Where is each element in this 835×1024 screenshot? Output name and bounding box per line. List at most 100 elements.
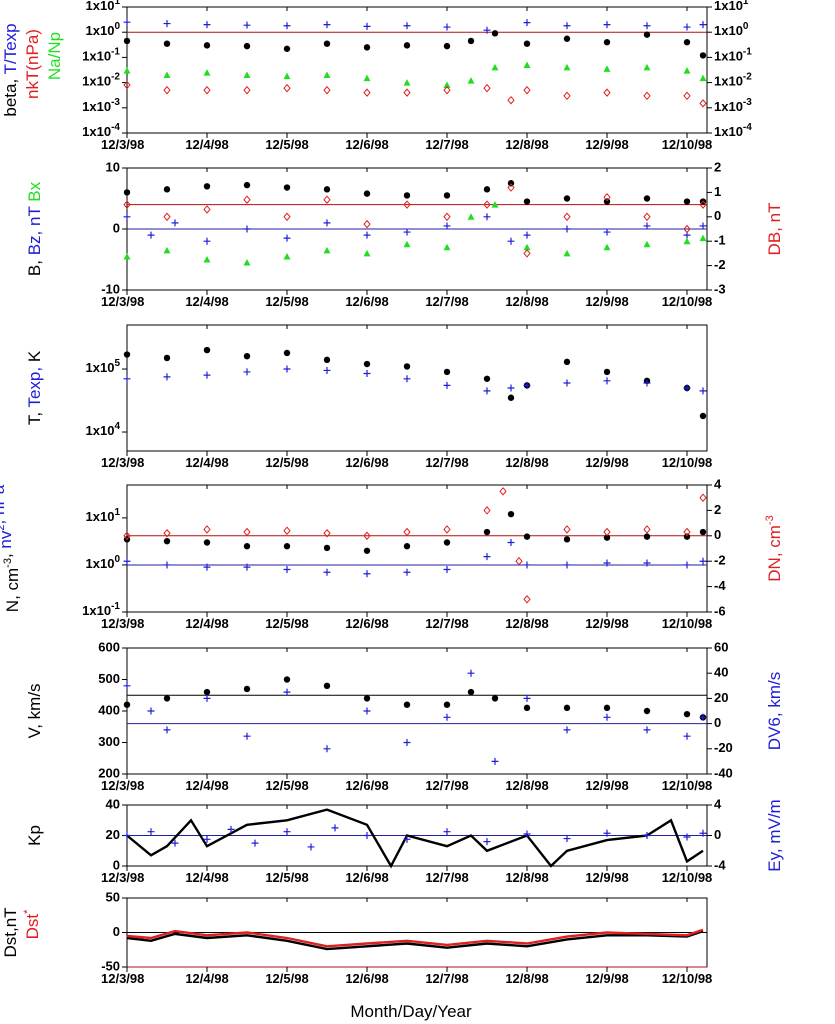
- series-1-point: [699, 528, 707, 536]
- series-2-point: [227, 825, 235, 833]
- x-tick-label: 12/8/98: [505, 778, 548, 793]
- series-1-point: [243, 352, 251, 360]
- series-3-point: [563, 525, 571, 534]
- series-2-point: [563, 726, 571, 734]
- series-3-point: [603, 527, 611, 537]
- series-1-point: [491, 695, 499, 702]
- series-1-point: [243, 685, 251, 693]
- panel-frame: [126, 6, 708, 134]
- x-tick-label: 12/4/98: [185, 294, 228, 309]
- series-2-point: [483, 213, 491, 221]
- panel-2: 12/3/98 12/4/98 12/5/98 12/6/98 12/7/98 12/8/…: [25, 159, 784, 309]
- series-4-point: [403, 200, 411, 209]
- series-4-point: [563, 212, 571, 222]
- series-1-point: [443, 192, 451, 199]
- series-3-point: [323, 246, 331, 254]
- x-tick-label: 12/10/98: [662, 137, 713, 152]
- series-2-point: [403, 739, 411, 746]
- y-tick-label: 50: [106, 889, 120, 904]
- series-1-point: [243, 42, 251, 50]
- series-3-point: [443, 81, 451, 89]
- x-tick-label: 12/8/98: [505, 137, 548, 152]
- y-axis-label: beta, T/Texp: [1, 23, 20, 116]
- series-3-point: [283, 72, 291, 80]
- series-3-point: [683, 527, 691, 537]
- series-3-point: [603, 65, 611, 72]
- x-tick-label: 12/8/98: [505, 455, 548, 470]
- series-2-point: [147, 828, 155, 836]
- series-line-1: [126, 929, 704, 951]
- series-2-point: [683, 561, 691, 569]
- series-2-point: [563, 225, 571, 233]
- right-y-tick-label: -3: [714, 281, 726, 296]
- right-y-axis-label: DN, cm-3: [764, 515, 784, 581]
- series-1-point: [203, 183, 211, 190]
- panel-frame: [126, 647, 708, 775]
- series-2-point: [283, 365, 291, 373]
- panel-6: 12/3/98 12/4/98 12/5/98 12/6/98 12/7/98 12/8/…: [25, 796, 784, 885]
- x-tick-label: 12/6/98: [345, 778, 388, 793]
- y-tick-label: -50: [101, 958, 120, 973]
- x-tick-label: 12/6/98: [345, 616, 388, 631]
- series-2-point: [603, 377, 611, 385]
- series-2-point: [563, 22, 571, 30]
- series-3-point: [363, 249, 371, 257]
- series-4-point: [123, 200, 131, 209]
- y-axis-label: N, cm-3, nv2, nPa: [0, 484, 22, 612]
- y-tick-label: 40: [106, 796, 120, 811]
- y-tick-label: 0: [113, 857, 120, 872]
- right-y-tick-label: -1: [714, 233, 726, 248]
- right-y-axis-label: DV6, km/s: [765, 672, 784, 750]
- y-tick-label: 1x101: [86, 507, 121, 525]
- y-tick-label: 1x100: [86, 554, 121, 572]
- right-y-tick-label: -40: [714, 765, 733, 780]
- series-1-point: [323, 356, 331, 364]
- series-2-point: [603, 559, 611, 567]
- right-y-tick-label: -2: [714, 553, 726, 568]
- series-2-point: [123, 832, 131, 839]
- series-1-point: [699, 52, 707, 59]
- right-y-tick-label: 0: [714, 827, 721, 842]
- series-1-point: [283, 676, 291, 683]
- series-3-point: [523, 243, 531, 251]
- series-1-point: [699, 412, 707, 420]
- panel-frame: [126, 324, 708, 452]
- series-3-point: [243, 527, 251, 537]
- y-tick-label: 1x10-2: [82, 71, 120, 89]
- y-axis-label: Dst,nT: [1, 907, 20, 957]
- x-tick-label: 12/3/98: [101, 870, 144, 885]
- series-2-point: [323, 21, 331, 29]
- x-tick-label: 12/9/98: [585, 455, 628, 470]
- x-tick-label: 12/7/98: [425, 971, 468, 986]
- series-4-point: [483, 83, 491, 93]
- series-3-point: [563, 63, 571, 71]
- y-tick-label: 200: [98, 765, 120, 780]
- right-y-axis-label: Ey, mV/m: [765, 799, 784, 871]
- series-1-point: [163, 537, 171, 545]
- series-4-point: [283, 83, 291, 93]
- series-3-point: [483, 506, 491, 515]
- series-1-point: [523, 533, 531, 540]
- series-1-point: [203, 539, 211, 546]
- y-axis-label: B, Bz, nT Bx: [25, 181, 44, 276]
- series-2-point: [123, 375, 131, 383]
- right-y-tick-label: 1x10-4: [714, 122, 752, 140]
- series-1-point: [323, 40, 331, 47]
- series-1-point: [203, 42, 211, 49]
- y-tick-label: 0: [113, 220, 120, 235]
- series-3-point: [683, 237, 691, 245]
- x-tick-label: 12/9/98: [585, 870, 628, 885]
- series-2-point: [163, 561, 171, 569]
- series-2-point: [203, 21, 211, 29]
- y-tick-label: 1x100: [86, 21, 121, 39]
- x-tick-label: 12/10/98: [662, 294, 713, 309]
- series-1-point: [403, 363, 411, 370]
- right-y-tick-label: 0: [714, 527, 721, 542]
- series-4-point: [203, 205, 211, 214]
- series-2-point: [163, 20, 171, 28]
- y-tick-label: 10: [106, 159, 120, 174]
- series-3-point: [363, 74, 371, 82]
- series-2-point: [163, 373, 171, 381]
- y-tick-label: -10: [101, 281, 120, 296]
- series-2-point: [523, 19, 531, 27]
